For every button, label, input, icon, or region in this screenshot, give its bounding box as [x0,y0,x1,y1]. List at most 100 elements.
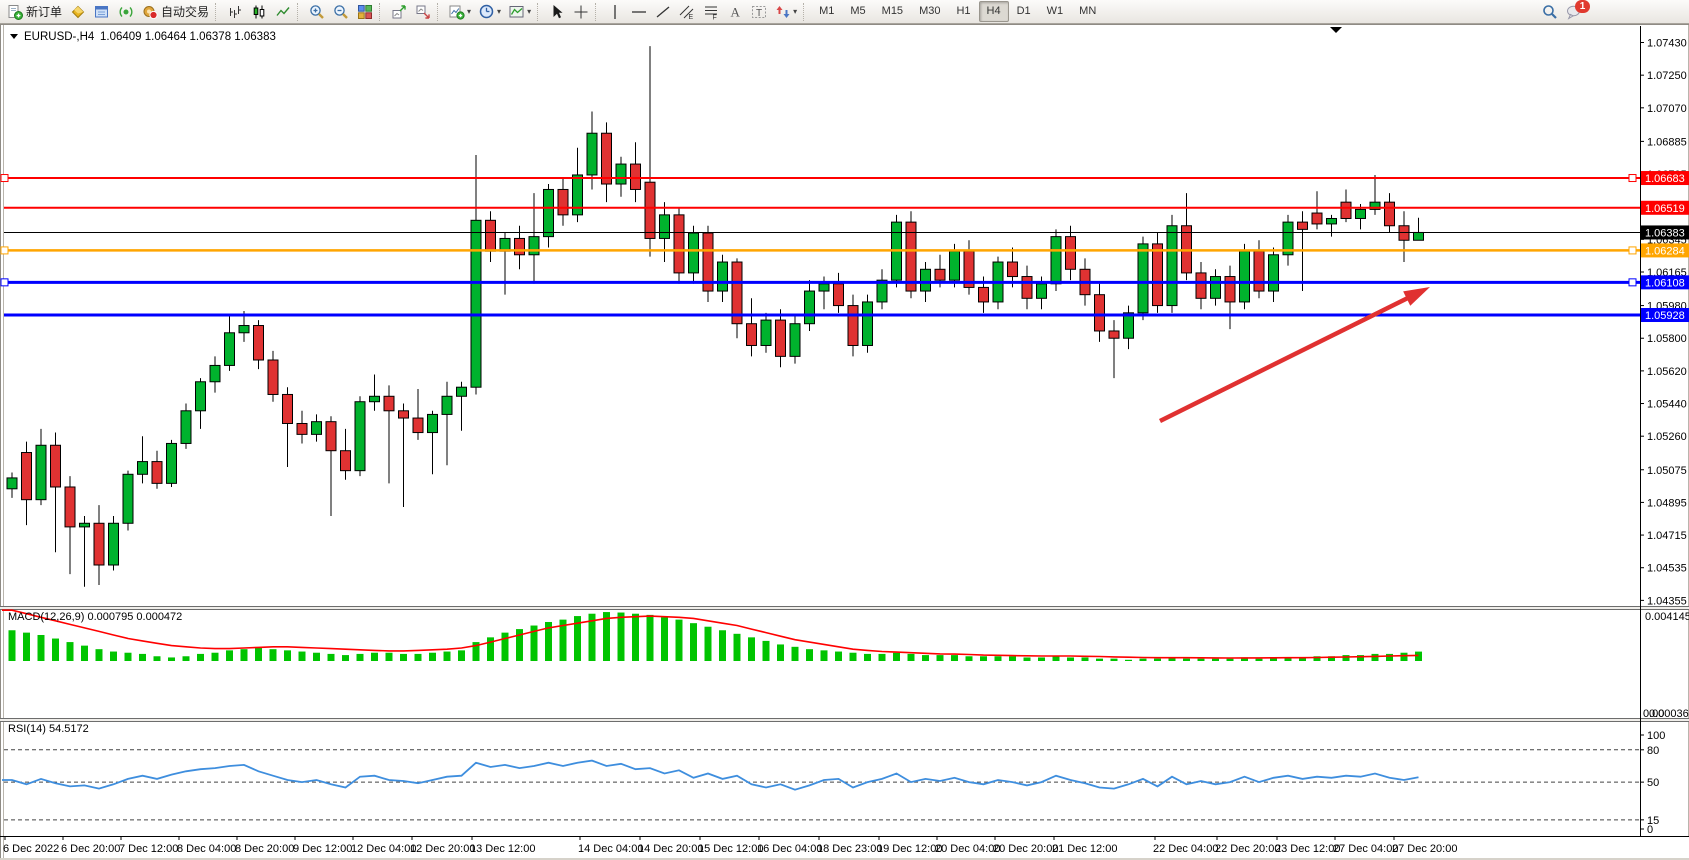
symbol-dropdown-icon[interactable] [10,34,18,39]
bar-chart-button[interactable] [224,1,246,23]
macd-histogram-bar [240,649,248,661]
price-tick-label: 1.04355 [1647,595,1687,607]
candlestick-chart-button[interactable] [248,1,270,23]
chevron-down-icon[interactable]: ▾ [527,7,532,16]
line-handle[interactable] [1628,174,1637,183]
crosshair-button[interactable] [570,1,592,23]
toolbar-separator [215,2,221,21]
timeframe-mn-button[interactable]: MN [1079,5,1097,17]
profiles-button[interactable]: ▾ [506,1,534,23]
bar-chart-icon [230,5,242,18]
price-axis[interactable] [1641,26,1689,836]
arrange-charts-up-button[interactable] [388,1,410,23]
time-tick-label: 20 Dec 04:00 [935,843,1000,855]
timeframe-w1-button[interactable]: W1 [1046,5,1064,17]
macd-histogram-bar [8,630,16,661]
timeframe-m5-button[interactable]: M5 [850,5,866,17]
macd-histogram-bar [994,656,1002,661]
vertical-line-button[interactable] [604,1,626,23]
horizontal-line-button[interactable] [628,1,650,23]
macd-histogram-bar [748,637,755,661]
chevron-down-icon[interactable]: ▾ [467,7,472,16]
candle-body [470,219,482,388]
timeframe-h1-button[interactable]: H1 [956,5,971,17]
arrows-button[interactable]: ▾ [772,1,800,23]
line-handle[interactable] [0,278,9,287]
macd-histogram-bar [545,621,552,661]
chat-button[interactable]: 1 [1563,0,1600,23]
zoom-in-button[interactable] [306,1,328,23]
timeframe-m1-button[interactable]: M1 [819,5,835,17]
price-tick-label: 1.04715 [1647,530,1687,542]
candle-body [586,132,598,176]
cursor-button[interactable] [546,1,568,23]
horizontal-line-icon [632,10,647,13]
trend-arrow-shaft[interactable] [1158,292,1415,424]
new-order-button[interactable]: 新订单 [4,1,65,23]
time-axis[interactable] [4,837,1689,858]
chevron-down-icon[interactable]: ▾ [497,7,502,16]
macd-histogram-bar [458,650,465,661]
signals-button[interactable] [115,1,137,23]
rsi-panel[interactable] [4,722,1640,836]
macd-panel[interactable] [4,610,1640,718]
macd-histogram-bar [588,613,596,661]
candle-body [311,421,322,435]
timeframe-m15-button[interactable]: M15 [881,5,904,17]
line-handle[interactable] [1628,246,1637,255]
line-chart-button[interactable] [272,1,294,23]
panel-splitter[interactable] [0,718,1689,722]
timeframe-h4-button[interactable]: H4 [978,1,1009,22]
fibonacci-button[interactable]: F [700,1,722,23]
candle-body [818,283,830,292]
toolbar-group-5 [545,0,593,24]
candle-body [514,237,525,256]
timeframe-d1-button[interactable]: D1 [1016,5,1031,17]
toolbar-separator [437,2,443,21]
macd-histogram-bar [1255,658,1263,661]
arrange-charts-down-icon [416,5,430,19]
trend-line-button[interactable] [652,1,674,23]
timeframe-m30-button[interactable]: M30 [919,5,941,17]
trend-arrow-head[interactable] [1403,287,1430,306]
search-button[interactable] [1539,1,1561,23]
new-chart-button[interactable]: ▾ [446,1,474,23]
chevron-down-icon[interactable]: ▾ [793,7,798,16]
candle-body [1326,217,1337,225]
panel-splitter[interactable] [0,606,1689,610]
chart-title-ohlc: 1.06409 1.06464 1.06378 1.06383 [100,31,276,43]
candle-body [122,473,134,524]
line-handle[interactable] [0,246,9,255]
macd-histogram-bar [1183,658,1190,661]
text-button[interactable]: A [724,1,746,23]
equidistant-channel-button[interactable]: E [676,1,698,23]
candle-body [6,477,18,490]
line-handle[interactable] [1628,278,1637,287]
macd-histogram-bar [153,656,161,661]
toolbar-group-4: ▾ ▾ ▾ [445,0,535,24]
macd-histogram-bar [1125,659,1132,661]
candle-body [1253,250,1265,292]
zoom-out-button[interactable] [330,1,352,23]
candle-body [557,188,569,216]
autotrading-button[interactable]: 自动交易 [139,1,212,23]
market-watch-button[interactable] [91,1,113,23]
periods-clock-button[interactable]: ▾ [476,1,504,23]
candle-body [615,163,627,185]
button-label: 新订单 [26,5,63,19]
toolbar-group-3 [387,0,435,24]
candle-body [354,401,366,472]
macd-histogram-bar [1168,657,1176,661]
macd-histogram-bar [284,650,291,661]
chart-shift-marker[interactable] [1330,27,1342,33]
tile-windows-button[interactable] [354,1,376,23]
arrange-charts-down-button[interactable] [412,1,434,23]
text-label-button[interactable]: T [748,1,770,23]
price-tick-label: 1.07250 [1647,70,1687,82]
macd-histogram-bar [81,645,88,661]
macd-histogram-bar [385,652,393,661]
line-handle[interactable] [0,174,9,183]
charts-gold-button[interactable] [67,1,89,23]
price-label-box [1641,225,1689,240]
